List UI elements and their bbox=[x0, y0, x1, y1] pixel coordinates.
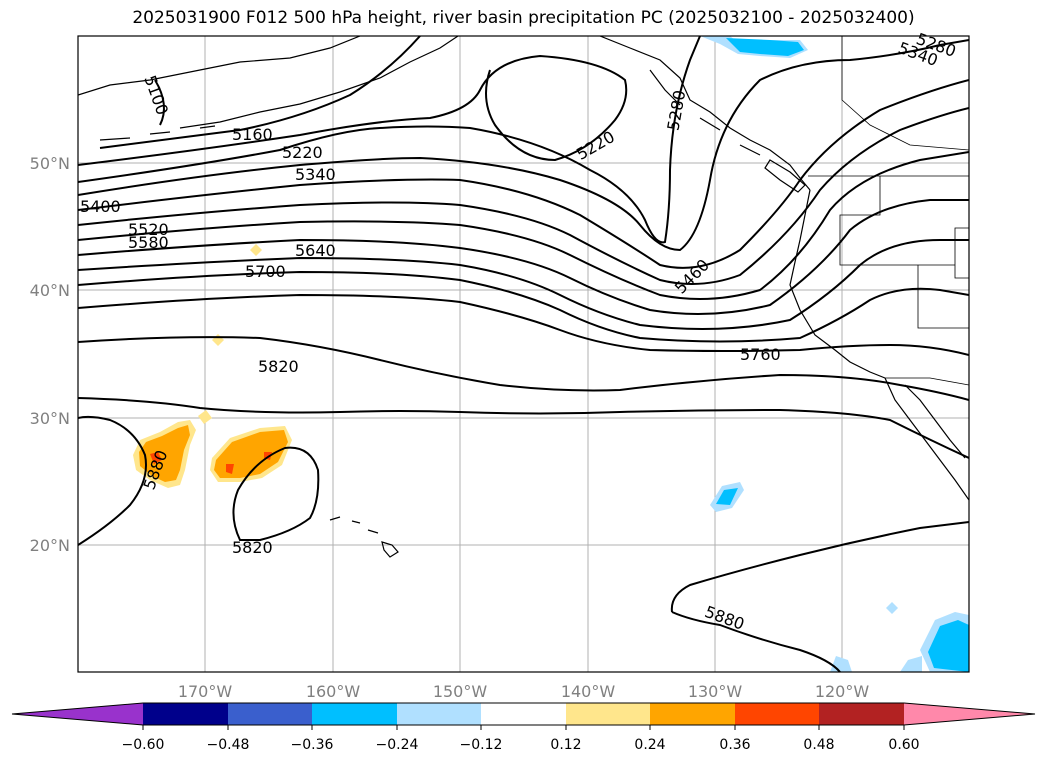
contour-label-5520: 5520 bbox=[128, 220, 169, 239]
colorbar-tick-label: −0.24 bbox=[376, 737, 419, 753]
contour-label-5340: 5340 bbox=[295, 165, 336, 184]
colorbar-tick-label: 0.36 bbox=[719, 737, 750, 753]
map-title: 2025031900 F012 500 hPa height, river ba… bbox=[132, 8, 915, 28]
colorbar-tick-label: −0.60 bbox=[122, 737, 165, 753]
contour-label-5820: 5820 bbox=[232, 538, 273, 557]
lon-label-130w: 130°W bbox=[688, 682, 743, 701]
lon-label-140w: 140°W bbox=[561, 682, 616, 701]
colorbar-bin-4 bbox=[397, 703, 481, 725]
colorbar-tick-label: −0.12 bbox=[460, 737, 503, 753]
colorbar-over-extension bbox=[904, 703, 1035, 725]
colorbar: −0.60 −0.48 −0.36 −0.24 −0.12 0.12 0.24 … bbox=[11, 702, 1036, 753]
contour-label-5220: 5220 bbox=[282, 143, 323, 162]
colorbar-bin-1 bbox=[143, 703, 228, 725]
lat-label-50n: 50°N bbox=[30, 154, 70, 173]
colorbar-bin-8 bbox=[735, 703, 819, 725]
colorbar-bin-7 bbox=[650, 703, 735, 725]
colorbar-tick-label: 0.48 bbox=[803, 737, 834, 753]
political-borders bbox=[808, 36, 969, 386]
map-background bbox=[78, 36, 969, 672]
lat-label-30n: 30°N bbox=[30, 409, 70, 428]
colorbar-bin-6 bbox=[566, 703, 650, 725]
colorbar-tick-label: 0.24 bbox=[634, 737, 665, 753]
lat-label-20n: 20°N bbox=[30, 536, 70, 555]
colorbar-under-extension bbox=[12, 703, 143, 725]
colorbar-bin-9 bbox=[819, 703, 904, 725]
lon-label-120w: 120°W bbox=[815, 682, 870, 701]
colorbar-tick-label: 0.12 bbox=[550, 737, 581, 753]
lat-label-40n: 40°N bbox=[30, 281, 70, 300]
contour-label-5160: 5160 bbox=[232, 125, 273, 144]
height-contours bbox=[78, 36, 969, 672]
coastlines bbox=[78, 36, 969, 558]
colorbar-bin-2 bbox=[228, 703, 312, 725]
graticule bbox=[78, 36, 969, 672]
colorbar-tick-label: −0.48 bbox=[207, 737, 250, 753]
contour-label-5640: 5640 bbox=[295, 241, 336, 260]
lon-label-150w: 150°W bbox=[433, 682, 488, 701]
contour-label-5760: 5760 bbox=[740, 345, 781, 364]
contour-label-5820: 5820 bbox=[258, 357, 299, 376]
colorbar-tick-label: 0.60 bbox=[888, 737, 919, 753]
contour-label-5580: 5580 bbox=[128, 233, 169, 252]
contour-label-5700: 5700 bbox=[245, 262, 286, 281]
contour-label-5400: 5400 bbox=[80, 197, 121, 216]
map-border bbox=[77, 35, 970, 673]
colorbar-bin-3 bbox=[312, 703, 397, 725]
lon-label-170w: 170°W bbox=[178, 682, 233, 701]
colorbar-bin-5 bbox=[481, 703, 566, 725]
lon-label-160w: 160°W bbox=[306, 682, 361, 701]
colorbar-tick-label: −0.36 bbox=[291, 737, 334, 753]
